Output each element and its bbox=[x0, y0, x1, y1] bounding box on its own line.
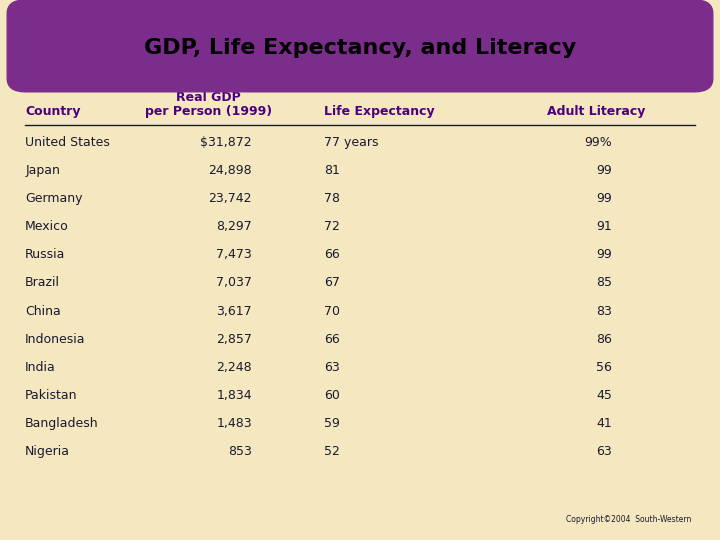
Text: 99: 99 bbox=[596, 248, 612, 261]
Text: 63: 63 bbox=[324, 361, 340, 374]
Text: Brazil: Brazil bbox=[25, 276, 60, 289]
Text: Adult Literacy: Adult Literacy bbox=[547, 105, 646, 118]
Text: 91: 91 bbox=[596, 220, 612, 233]
Text: 70: 70 bbox=[324, 305, 340, 318]
Text: 52: 52 bbox=[324, 445, 340, 458]
Text: 83: 83 bbox=[596, 305, 612, 318]
Text: 41: 41 bbox=[596, 417, 612, 430]
Text: Indonesia: Indonesia bbox=[25, 333, 86, 346]
Text: 86: 86 bbox=[596, 333, 612, 346]
Text: 81: 81 bbox=[324, 164, 340, 177]
Text: 56: 56 bbox=[596, 361, 612, 374]
Text: 59: 59 bbox=[324, 417, 340, 430]
Text: Pakistan: Pakistan bbox=[25, 389, 78, 402]
Text: 2,248: 2,248 bbox=[217, 361, 252, 374]
Text: 24,898: 24,898 bbox=[208, 164, 252, 177]
Text: Real GDP: Real GDP bbox=[176, 91, 241, 104]
Text: Country: Country bbox=[25, 105, 81, 118]
Text: 66: 66 bbox=[324, 248, 340, 261]
Text: 60: 60 bbox=[324, 389, 340, 402]
Text: 1,483: 1,483 bbox=[217, 417, 252, 430]
Text: GDP, Life Expectancy, and Literacy: GDP, Life Expectancy, and Literacy bbox=[144, 37, 576, 58]
Text: 45: 45 bbox=[596, 389, 612, 402]
Text: 8,297: 8,297 bbox=[216, 220, 252, 233]
Text: Russia: Russia bbox=[25, 248, 66, 261]
Text: 99: 99 bbox=[596, 192, 612, 205]
Text: Mexico: Mexico bbox=[25, 220, 69, 233]
Text: 99: 99 bbox=[596, 164, 612, 177]
Text: Life Expectancy: Life Expectancy bbox=[324, 105, 435, 118]
Text: per Person (1999): per Person (1999) bbox=[145, 105, 272, 118]
Text: United States: United States bbox=[25, 136, 110, 149]
Text: China: China bbox=[25, 305, 61, 318]
Text: 66: 66 bbox=[324, 333, 340, 346]
Text: $31,872: $31,872 bbox=[200, 136, 252, 149]
Text: Nigeria: Nigeria bbox=[25, 445, 71, 458]
Text: 72: 72 bbox=[324, 220, 340, 233]
Text: Germany: Germany bbox=[25, 192, 83, 205]
Text: 77 years: 77 years bbox=[324, 136, 379, 149]
Text: 7,473: 7,473 bbox=[216, 248, 252, 261]
Text: 99%: 99% bbox=[584, 136, 612, 149]
Text: 7,037: 7,037 bbox=[216, 276, 252, 289]
Text: 85: 85 bbox=[596, 276, 612, 289]
Text: 853: 853 bbox=[228, 445, 252, 458]
Text: 63: 63 bbox=[596, 445, 612, 458]
Text: 1,834: 1,834 bbox=[217, 389, 252, 402]
Text: 2,857: 2,857 bbox=[216, 333, 252, 346]
Text: Copyright©2004  South-Western: Copyright©2004 South-Western bbox=[566, 515, 691, 524]
Text: Japan: Japan bbox=[25, 164, 60, 177]
Text: 67: 67 bbox=[324, 276, 340, 289]
Text: India: India bbox=[25, 361, 56, 374]
Text: 3,617: 3,617 bbox=[217, 305, 252, 318]
Text: 23,742: 23,742 bbox=[209, 192, 252, 205]
Text: 78: 78 bbox=[324, 192, 340, 205]
Text: Bangladesh: Bangladesh bbox=[25, 417, 99, 430]
